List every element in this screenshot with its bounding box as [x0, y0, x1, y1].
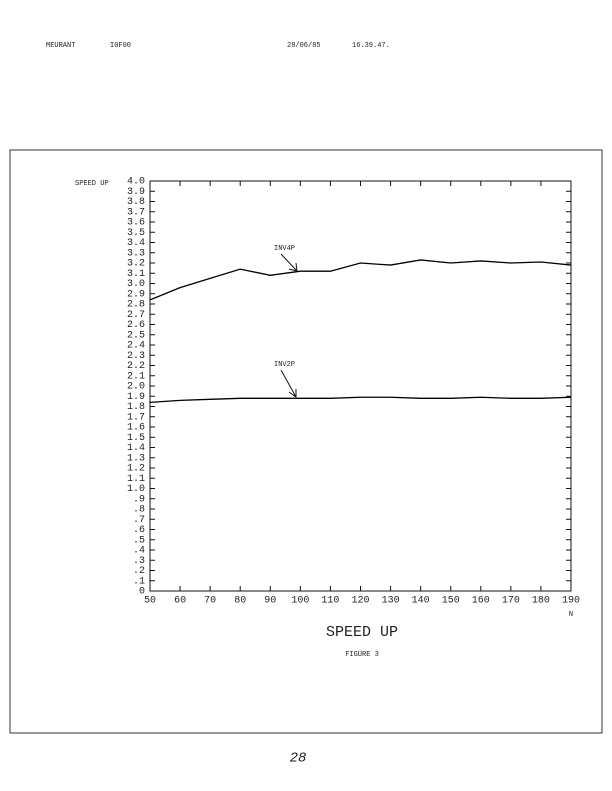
x-tick-label: 130 — [382, 596, 400, 607]
y-tick-label: 3.7 — [127, 207, 145, 218]
y-tick-label: 1.2 — [127, 464, 145, 475]
y-tick-label: 1.0 — [127, 484, 145, 495]
y-tick-label: 1.1 — [127, 474, 145, 485]
series-line — [149, 396, 572, 404]
x-tick-label: 50 — [144, 596, 156, 607]
y-tick-label: 3.8 — [127, 197, 145, 208]
x-tick-label: 180 — [532, 596, 550, 607]
y-tick-label: .6 — [133, 525, 145, 536]
y-tick-label: 3.5 — [127, 228, 145, 239]
y-tick-label: 2.1 — [127, 371, 145, 382]
chart-subtitle: FIGURE 3 — [345, 651, 379, 659]
x-axis-label: N — [569, 611, 573, 619]
y-tick-label: .3 — [133, 556, 145, 567]
y-tick-label: 2.7 — [127, 310, 145, 321]
y-tick-label: 3.0 — [127, 279, 145, 290]
frame — [9, 149, 603, 734]
header-time: 16.39.47. — [352, 42, 390, 50]
arrow — [280, 369, 297, 398]
y-tick-label: .9 — [133, 494, 145, 505]
y-tick-label: 2.3 — [127, 351, 145, 362]
page-number: 28 — [290, 751, 307, 767]
y-tick-label: .7 — [133, 515, 145, 526]
y-tick-label: 2.2 — [127, 361, 145, 372]
plot-frame — [149, 180, 572, 592]
y-tick-label: 2.6 — [127, 320, 145, 331]
x-tick-label: 90 — [264, 596, 276, 607]
y-tick-label: 2.5 — [127, 330, 145, 341]
x-tick-label: 120 — [351, 596, 369, 607]
y-axis-label: SPEED UP — [75, 180, 109, 188]
x-tick-label: 150 — [442, 596, 460, 607]
y-tick-label: 2.8 — [127, 300, 145, 311]
y-tick-label: 3.3 — [127, 248, 145, 259]
header-author: MEURANT — [46, 42, 75, 50]
chart-title: SPEED UP — [326, 624, 398, 641]
y-tick-label: .5 — [133, 535, 145, 546]
x-tick-label: 110 — [321, 596, 339, 607]
x-tick-label: 160 — [472, 596, 490, 607]
series-label: INV4P — [274, 245, 295, 253]
y-tick-label: 3.2 — [127, 259, 145, 270]
y-tick-label: 4.0 — [127, 177, 145, 188]
y-tick-label: 1.6 — [127, 423, 145, 434]
y-tick-label: 1.8 — [127, 402, 145, 413]
y-tick-label: .1 — [133, 576, 145, 587]
x-tick-label: 70 — [204, 596, 216, 607]
y-tick-label: 2.4 — [127, 341, 145, 352]
y-tick-label: 3.1 — [127, 269, 145, 280]
y-tick-label: 2.9 — [127, 289, 145, 300]
y-tick-label: 3.4 — [127, 238, 145, 249]
x-tick-label: 140 — [412, 596, 430, 607]
series-label: INV2P — [274, 361, 295, 369]
y-tick-label: 1.9 — [127, 392, 145, 403]
x-tick-label: 170 — [502, 596, 520, 607]
y-tick-label: 3.6 — [127, 218, 145, 229]
y-tick-label: .2 — [133, 566, 145, 577]
y-tick-label: .4 — [133, 546, 145, 557]
y-tick-label: 0 — [139, 587, 145, 598]
header-date: 28/06/85 — [287, 42, 321, 50]
x-tick-label: 190 — [562, 596, 580, 607]
y-tick-label: 1.5 — [127, 433, 145, 444]
x-tick-label: 80 — [234, 596, 246, 607]
y-tick-label: 2.0 — [127, 382, 145, 393]
x-tick-label: 60 — [174, 596, 186, 607]
y-tick-label: 1.4 — [127, 443, 145, 454]
header-code: I0F00 — [110, 42, 131, 50]
y-tick-label: 1.7 — [127, 412, 145, 423]
x-tick-label: 100 — [291, 596, 309, 607]
y-tick-label: .8 — [133, 505, 145, 516]
series-line — [149, 259, 572, 301]
y-tick-label: 1.3 — [127, 453, 145, 464]
arrow — [280, 253, 298, 272]
y-tick-label: 3.9 — [127, 187, 145, 198]
